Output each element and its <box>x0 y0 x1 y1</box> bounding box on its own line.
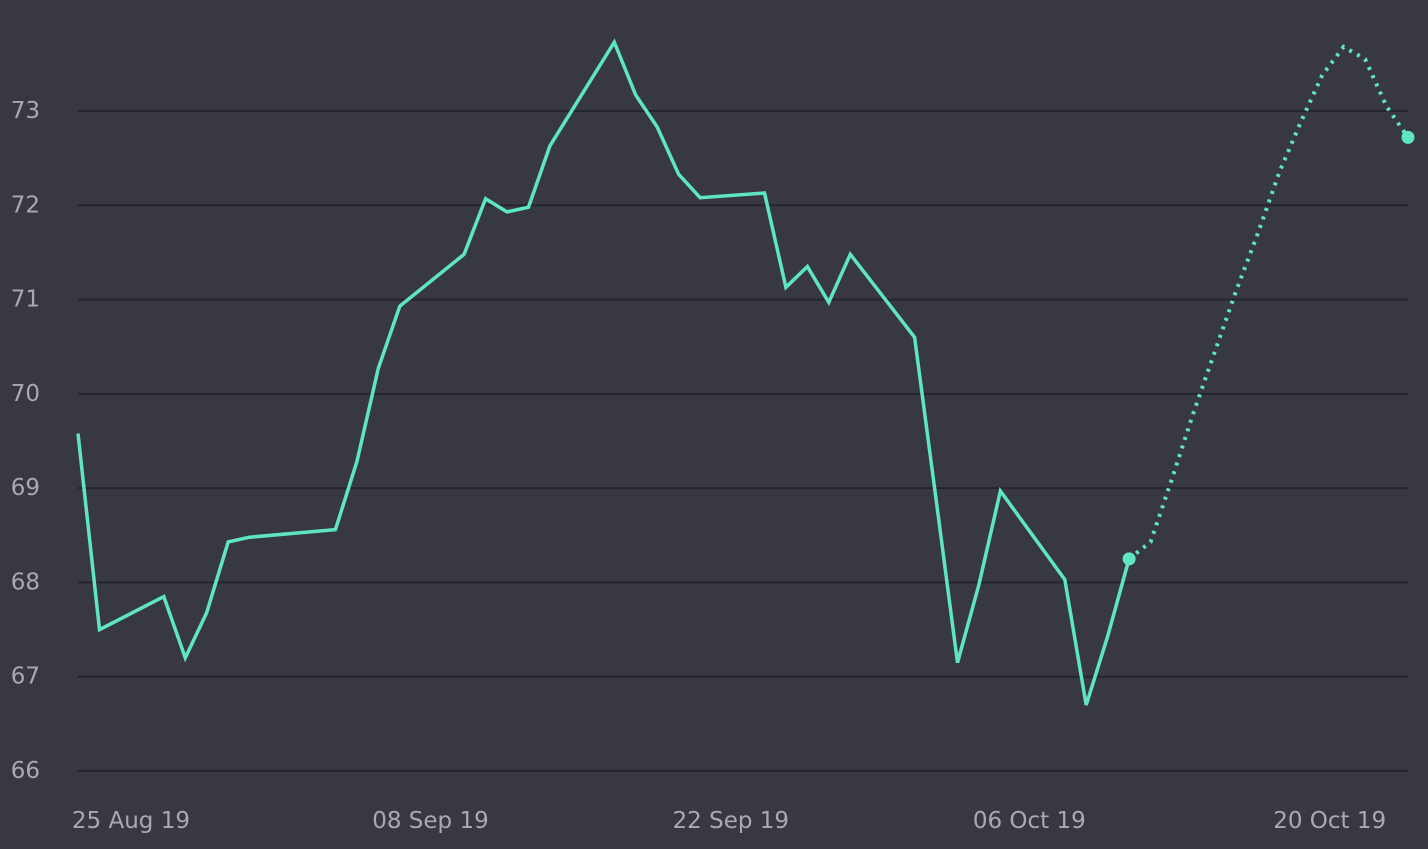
y-axis-ticks: 73 72 71 70 69 68 67 66 <box>11 98 40 784</box>
forecast-line <box>1127 44 1410 561</box>
series-layer <box>76 38 1410 706</box>
y-tick-label: 72 <box>11 192 40 218</box>
history-end-point <box>1122 552 1136 566</box>
x-tick-label: 25 Aug 19 <box>72 808 190 834</box>
y-tick-label: 73 <box>11 98 40 124</box>
x-tick-label: 20 Oct 19 <box>1273 808 1386 834</box>
y-tick-label: 71 <box>11 287 40 313</box>
x-axis-ticks: 25 Aug 19 08 Sep 19 22 Sep 19 06 Oct 19 20 O… <box>72 808 1386 834</box>
y-tick-label: 66 <box>11 758 40 784</box>
x-tick-label: 22 Sep 19 <box>673 808 790 834</box>
y-tick-label: 69 <box>11 475 40 501</box>
x-tick-label: 08 Sep 19 <box>372 808 489 834</box>
y-tick-label: 67 <box>11 664 40 690</box>
history-line <box>76 38 1131 706</box>
x-tick-label: 06 Oct 19 <box>973 808 1086 834</box>
y-tick-label: 68 <box>11 569 40 595</box>
forecast-end-point <box>1401 130 1415 144</box>
y-tick-label: 70 <box>11 381 40 407</box>
gridlines <box>78 110 1408 772</box>
markers-layer <box>1122 130 1415 566</box>
